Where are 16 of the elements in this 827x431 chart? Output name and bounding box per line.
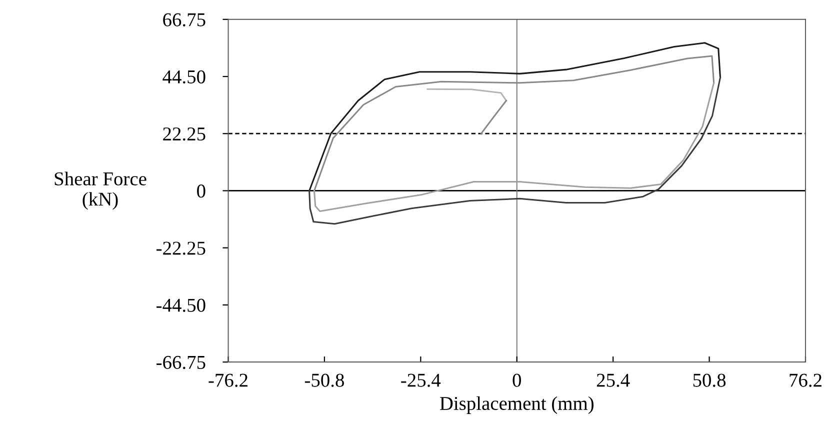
- x-tick-label: 25.4: [596, 374, 630, 387]
- x-tick-label: -25.4: [401, 374, 441, 387]
- x-tick-label: 50.8: [693, 374, 726, 387]
- y-tick-label: 66.75: [163, 13, 206, 26]
- x-axis-title: Displacement (mm): [440, 396, 594, 414]
- y-tick-label: 0: [197, 184, 206, 198]
- y-tick-label: -22.25: [156, 242, 206, 255]
- x-tick-label: 0: [512, 374, 521, 387]
- y-tick-label: 44.50: [162, 70, 206, 84]
- y-tick-label: -44.50: [156, 298, 206, 312]
- x-tick-label: -76.2: [208, 374, 248, 387]
- y-tick-label: 22.25: [163, 127, 206, 141]
- x-tick-label: 76.2: [790, 374, 822, 387]
- y-tick-label: -66.75: [156, 356, 206, 370]
- x-tick-label: -50.8: [304, 374, 344, 387]
- y-axis-title: Shear Force (kN): [54, 172, 146, 210]
